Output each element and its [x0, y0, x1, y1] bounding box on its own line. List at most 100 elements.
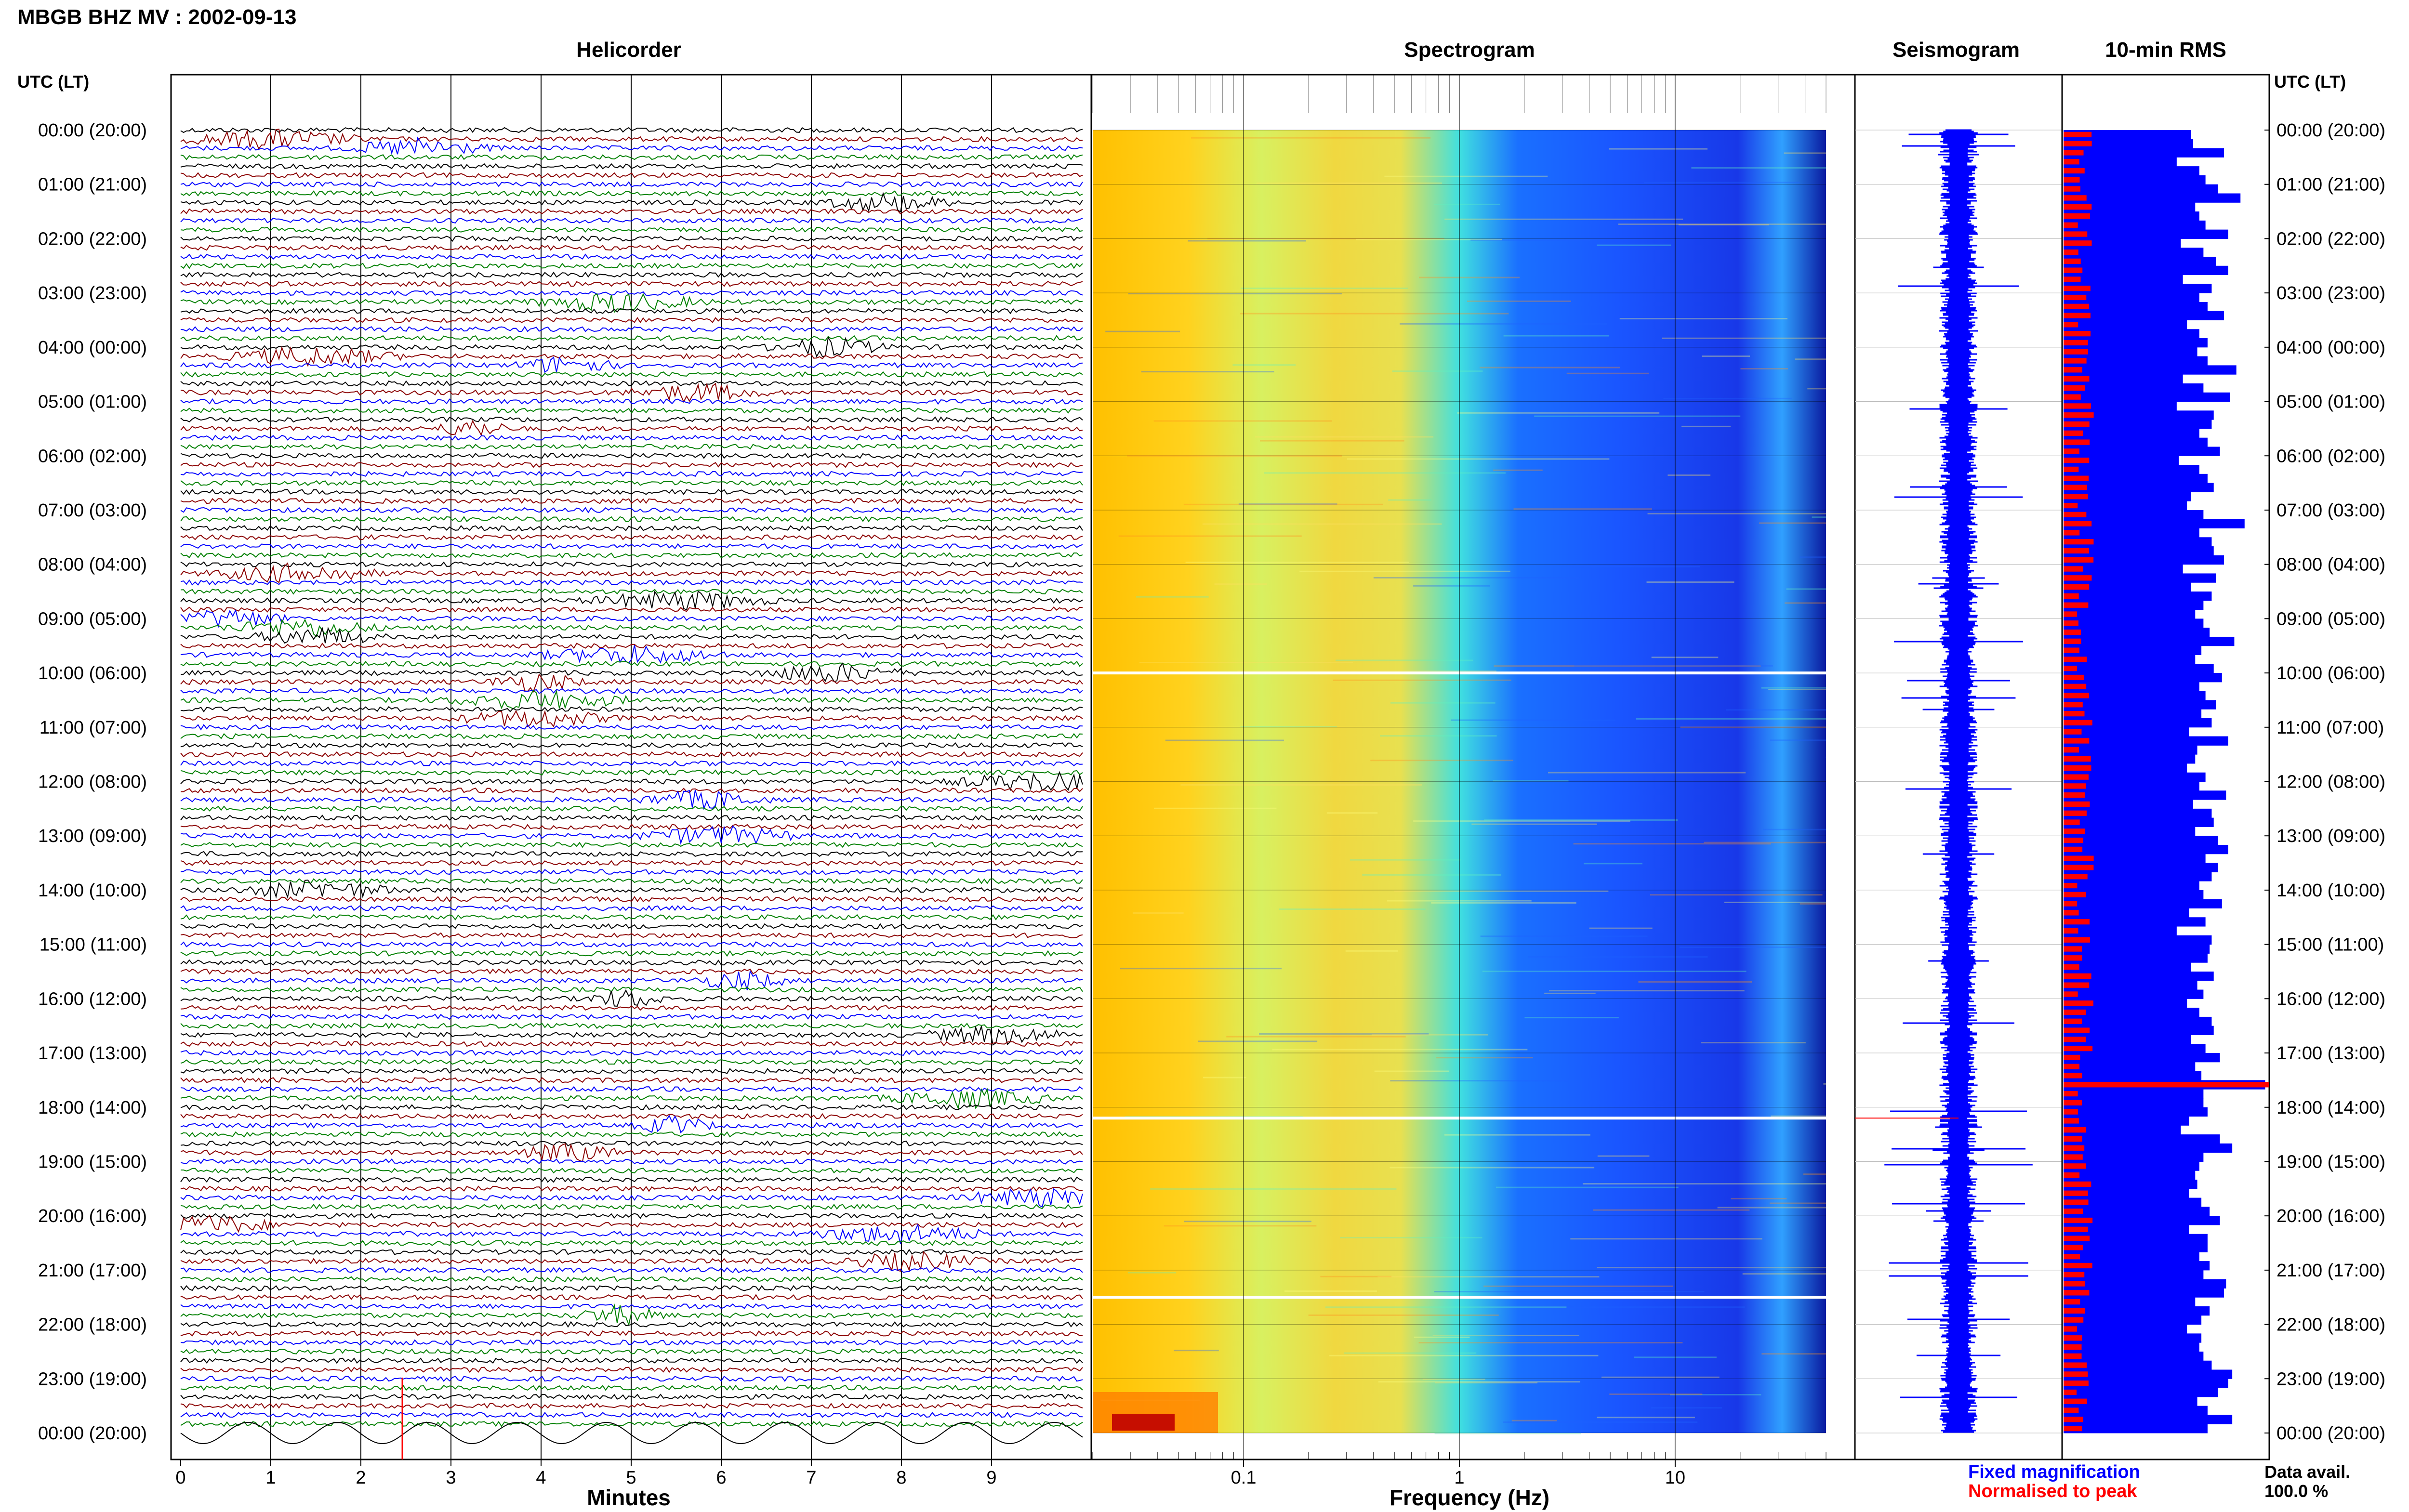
- spectrogram-streak: [1431, 902, 1576, 904]
- rms-bar-normalised: [2064, 602, 2089, 608]
- helicorder-trace: [180, 127, 1083, 133]
- helicorder-trace: [180, 769, 1083, 776]
- hour-label: 22:00 (18:00): [38, 1315, 147, 1335]
- hour-label: 01:00 (21:00): [2277, 175, 2385, 195]
- rms-bar-normalised: [2064, 1000, 2093, 1006]
- spectrogram-streak: [1524, 1017, 1619, 1019]
- rms-bar-normalised: [2064, 376, 2090, 382]
- hour-label: 09:00 (05:00): [38, 609, 147, 629]
- rms-bar-fixed: [2064, 420, 2212, 429]
- hour-label: 17:00 (13:00): [2277, 1043, 2385, 1064]
- spectrogram-streak: [1786, 588, 1826, 590]
- helicorder-trace: [180, 346, 1083, 367]
- helicorder-trace: [180, 1303, 1083, 1327]
- spectrogram-streak: [1771, 1115, 1826, 1117]
- rms-bar-normalised: [2064, 919, 2090, 925]
- spectrogram-streak: [1740, 368, 1788, 369]
- rms-bar-fixed: [2064, 383, 2204, 393]
- spectrogram-streak: [1651, 657, 1719, 658]
- hour-labels-left: 00:00 (20:00) 01:00 (21:00) 02:00 (22:00) 0…: [38, 120, 147, 1444]
- helicorder-trace: [180, 407, 1083, 414]
- rms-bar-fixed: [2064, 1098, 2204, 1108]
- helicorder-trace: [180, 606, 1083, 613]
- rms-bar-fixed: [2064, 573, 2216, 583]
- spectrogram-streak: [1356, 238, 1502, 240]
- spectrogram-streak: [1136, 596, 1209, 598]
- hour-label: 14:00 (10:00): [38, 881, 147, 901]
- spectrogram-streak: [1618, 224, 1826, 225]
- spectrogram-streak: [1480, 367, 1620, 368]
- rms-bar-fixed: [2064, 1342, 2199, 1352]
- spectrogram-streak: [1823, 1083, 1826, 1085]
- rms-bar-normalised: [2064, 1027, 2090, 1033]
- rms-bar-normalised: [2064, 512, 2087, 517]
- rms-bar-normalised: [2064, 882, 2078, 889]
- helicorder-trace: [180, 1059, 1083, 1065]
- helicorder-trace: [180, 660, 1083, 667]
- rms-bar-normalised: [2064, 1181, 2091, 1187]
- rms-bar-fixed: [2064, 1388, 2218, 1397]
- spectrogram-streak: [1513, 508, 1653, 510]
- helicorder-trace: [180, 280, 1083, 287]
- rms-bar-fixed: [2064, 1216, 2220, 1225]
- spectrogram-tick-label: 0.1: [1231, 1468, 1257, 1488]
- helicorder-trace: [180, 190, 1083, 197]
- rms-bar-normalised: [2064, 403, 2091, 409]
- hour-label: 18:00 (14:00): [2277, 1098, 2385, 1118]
- rms-bar-fixed: [2064, 211, 2199, 221]
- rms-bar-fixed: [2064, 1396, 2197, 1407]
- spectrogram-streak: [1647, 513, 1826, 514]
- spectrogram-streak: [1807, 388, 1826, 390]
- hour-label: 12:00 (08:00): [38, 772, 147, 792]
- helicorder-trace: [180, 860, 1083, 866]
- rms-bar-normalised: [2064, 494, 2088, 500]
- hour-label: 09:00 (05:00): [2277, 609, 2385, 629]
- hour-label: 00:00 (20:00): [2277, 1423, 2385, 1444]
- spectrogram-streak: [1548, 772, 1746, 774]
- rms-panel: [2061, 74, 2270, 1460]
- spectrogram-streak: [1511, 1420, 1557, 1421]
- hour-label: 05:00 (01:00): [2277, 392, 2385, 412]
- helicorder-trace: [180, 444, 1083, 450]
- rms-bar-fixed: [2064, 727, 2189, 737]
- rms-bar-normalised: [2064, 1073, 2082, 1078]
- spectrogram-streak: [1482, 971, 1747, 973]
- helicorder-tick-label: 8: [896, 1468, 906, 1488]
- rms-bar-normalised: [2064, 973, 2091, 979]
- helicorder-trace: [180, 789, 1083, 811]
- rms-bar-normalised: [2064, 620, 2078, 626]
- rms-bar-normalised: [2064, 1217, 2093, 1223]
- helicorder-trace: [180, 742, 1083, 749]
- helicorder-trace: [180, 356, 1083, 373]
- helicorder-trace: [180, 771, 1083, 791]
- rms-bar-normalised: [2064, 475, 2089, 481]
- spectrogram-streak: [1493, 469, 1543, 471]
- rms-bar-normalised: [2064, 448, 2079, 454]
- rms-bar-fixed: [2064, 1415, 2233, 1424]
- helicorder-trace: [180, 1348, 1083, 1355]
- rms-bar-fixed: [2064, 546, 2214, 556]
- rms-bar-fixed: [2064, 1062, 2196, 1072]
- rms-bar-normalised: [2064, 394, 2081, 400]
- rms-bar-fixed: [2064, 1270, 2204, 1280]
- rms-bar-normalised: [2064, 1407, 2079, 1413]
- rms-bar-fixed: [2064, 645, 2202, 656]
- spectrogram-streak: [1232, 364, 1296, 366]
- rms-bar-fixed: [2064, 356, 2208, 366]
- rms-bar-normalised: [2064, 901, 2078, 907]
- spectrogram-streak: [1256, 182, 1442, 184]
- rms-bar-fixed: [2064, 284, 2212, 293]
- legend-fixed-magnification: Fixed magnification: [1968, 1462, 2140, 1482]
- rms-bar-fixed: [2064, 248, 2204, 257]
- rms-bar-normalised: [2064, 367, 2082, 373]
- helicorder-trace: [180, 471, 1083, 477]
- helicorder-trace: [180, 959, 1083, 966]
- spectrogram-streak: [1150, 1188, 1397, 1190]
- spectrogram-streak: [1373, 577, 1580, 579]
- spectrogram-streak: [1763, 828, 1826, 830]
- helicorder-trace: [180, 627, 1083, 644]
- helicorder-trace: [180, 932, 1083, 939]
- rms-bar-fixed: [2064, 428, 2199, 438]
- rms-bar-normalised: [2064, 1281, 2085, 1287]
